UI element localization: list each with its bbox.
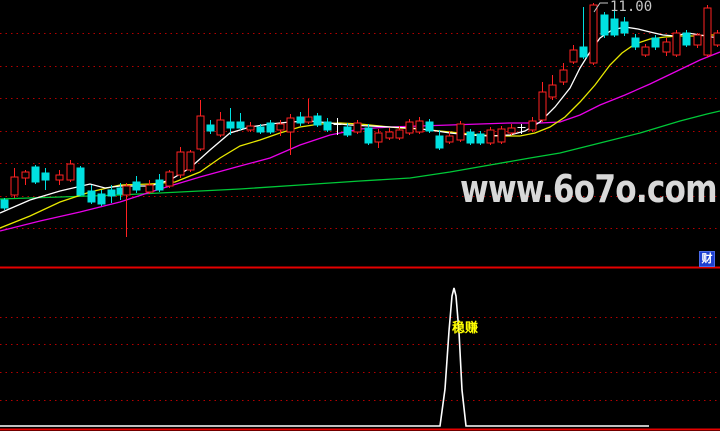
high-price-label: 11.00 bbox=[610, 0, 653, 15]
indicator-signal-line bbox=[0, 287, 649, 427]
main-candlestick-chart[interactable] bbox=[0, 0, 720, 269]
indicator-panel[interactable] bbox=[0, 269, 720, 431]
sub-gridlines bbox=[0, 317, 720, 401]
caijing-badge-icon: 财 bbox=[699, 251, 715, 267]
watermark-text: www.6o7o.com bbox=[460, 167, 718, 211]
candles-group bbox=[0, 3, 720, 237]
main-gridlines bbox=[0, 33, 720, 229]
high-marker-line bbox=[593, 2, 608, 13]
buy-signal-label: 稳赚 bbox=[452, 320, 479, 335]
ma-line-green bbox=[0, 110, 720, 200]
